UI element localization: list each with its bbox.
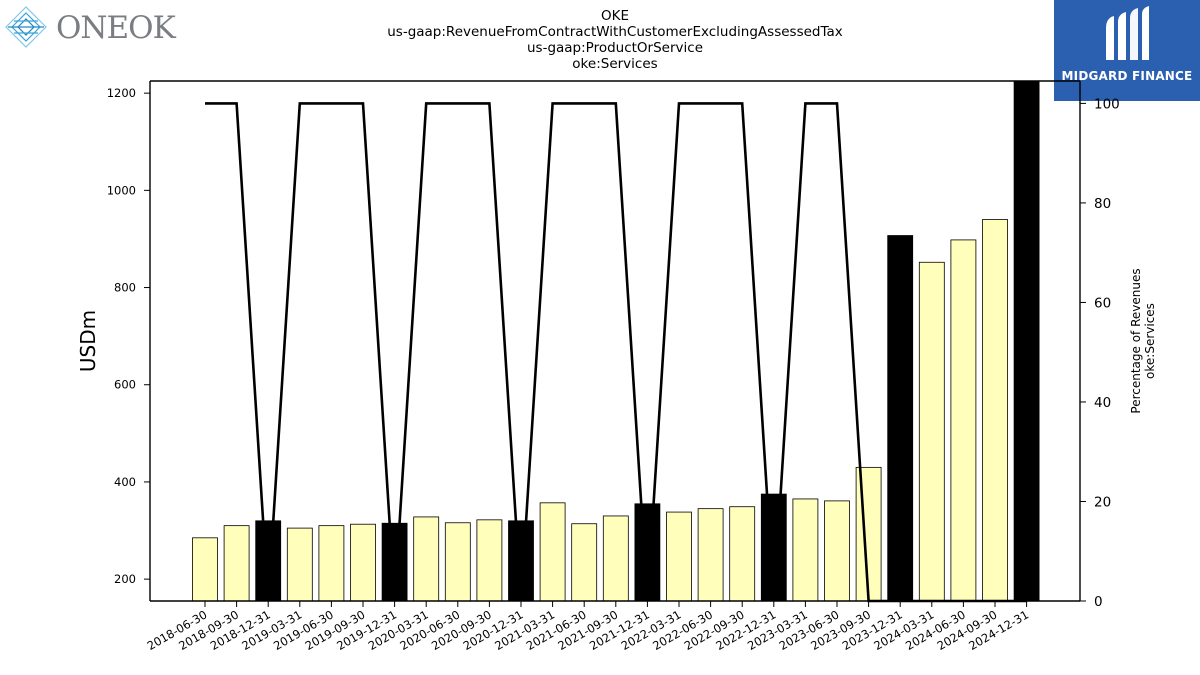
bar [444, 522, 471, 602]
bar [539, 502, 566, 602]
oneok-diamond-icon [5, 6, 47, 48]
midgard-brand-text: MIDGARD FINANCE [1061, 69, 1193, 83]
oneok-logo-text: ONEOK [56, 10, 176, 46]
bar [413, 516, 440, 602]
bars [192, 80, 1040, 602]
bar [318, 525, 345, 602]
bar [697, 508, 724, 602]
y-tick-label: 400 [114, 475, 136, 489]
bar [476, 519, 503, 602]
y2-axis-ticks: 0 20 40 60 80 100 [1080, 96, 1120, 610]
bar [286, 527, 313, 602]
y-tick-label: 800 [114, 281, 136, 295]
bar [982, 219, 1008, 602]
bar [729, 506, 756, 602]
bar [350, 523, 376, 602]
y-axis-label: USDm [76, 310, 100, 372]
y2-axis-label-line: Percentage of Revenues [1129, 268, 1143, 413]
midgard-finance-logo: MIDGARD FINANCE [1054, 0, 1200, 101]
bar [223, 525, 250, 602]
y2-tick-label: 20 [1094, 494, 1111, 510]
chart-title-line: oke:Services [572, 56, 657, 72]
bar [192, 537, 218, 602]
chart-title-line: us-gaap:RevenueFromContractWithCustomerE… [387, 24, 843, 40]
y-tick-label: 200 [114, 572, 136, 586]
bar-highlight [1013, 80, 1040, 602]
y2-tick-label: 0 [1094, 594, 1103, 610]
chart-title-line: OKE [601, 8, 629, 24]
y2-tick-label: 40 [1094, 395, 1111, 411]
y-tick-label: 1200 [107, 86, 136, 100]
chart-title: OKEus-gaap:RevenueFromContractWithCustom… [387, 8, 843, 72]
axis-labels: USDm Percentage of Revenues oke:Services [76, 268, 1157, 413]
y2-axis-label-line: oke:Services [1143, 303, 1157, 379]
oneok-logo: ONEOK [4, 4, 176, 50]
bar-highlight [887, 235, 914, 602]
midgard-m-icon [1106, 6, 1149, 60]
bar [950, 239, 977, 602]
y2-tick-label: 100 [1094, 96, 1120, 112]
chart-title-line: us-gaap:ProductOrService [527, 40, 703, 56]
y2-tick-label: 80 [1094, 196, 1111, 212]
bar [792, 498, 819, 602]
bar [602, 515, 629, 602]
bar [824, 500, 850, 602]
axes [149, 80, 1081, 602]
y-axis-ticks: 200 400 600 800 1000 1200 [107, 86, 150, 586]
y-tick-label: 1000 [107, 183, 136, 197]
bar [918, 261, 945, 602]
x-axis-ticks: 2018-06-302018-09-302018-12-312019-03-31… [145, 601, 1031, 653]
y2-tick-label: 60 [1094, 295, 1111, 311]
bar [666, 511, 692, 602]
y-tick-label: 600 [114, 378, 136, 392]
bar [571, 523, 598, 602]
